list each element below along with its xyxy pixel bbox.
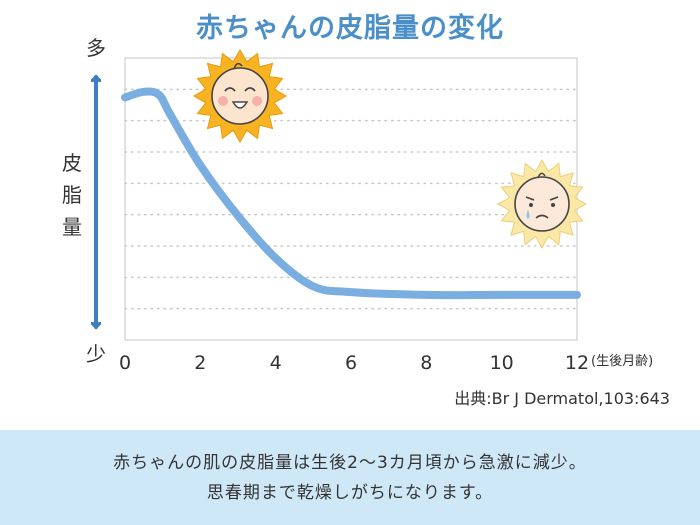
grid-lines bbox=[124, 88, 578, 310]
x-tick-label: 8 bbox=[420, 352, 432, 374]
x-axis-label: (生後月齢) bbox=[591, 354, 653, 369]
y-bottom-label: 少 bbox=[86, 342, 106, 366]
x-tick-label: 4 bbox=[270, 352, 282, 374]
x-tick-labels: 0 2 4 6 8 10 12 bbox=[119, 352, 589, 374]
page-title: 赤ちゃんの皮脂量の変化 bbox=[196, 13, 504, 44]
caption-line-1: 赤ちゃんの肌の皮脂量は生後2〜3カ月頃から急激に減少。 bbox=[113, 452, 587, 473]
x-tick-label: 6 bbox=[345, 352, 357, 374]
happy-baby-sun-icon bbox=[193, 49, 287, 143]
series-line bbox=[121, 87, 581, 300]
sebum-chart: 多 少 皮脂量 0 2 4 6 8 10 12 (生後月齢) bbox=[62, 36, 653, 374]
y-top-label: 多 bbox=[86, 36, 106, 60]
y-axis-label-char: 脂 bbox=[62, 183, 82, 207]
x-tick-label: 2 bbox=[194, 352, 206, 374]
source-citation: 出典:Br J Dermatol,103:643 bbox=[454, 389, 670, 408]
y-axis-label-char: 皮 bbox=[62, 151, 82, 175]
y-axis-label-char: 量 bbox=[62, 215, 82, 239]
caption-line-2: 思春期まで乾燥しがちになります。 bbox=[206, 482, 494, 503]
x-tick-label: 12 bbox=[565, 352, 589, 374]
x-tick-label: 0 bbox=[119, 352, 131, 374]
caption-banner: 赤ちゃんの肌の皮脂量は生後2〜3カ月頃から急激に減少。 思春期まで乾燥しがちにな… bbox=[0, 430, 700, 525]
x-tick-label: 10 bbox=[490, 352, 514, 374]
sad-baby-sun-icon bbox=[496, 158, 588, 250]
y-axis-label: 皮脂量 bbox=[62, 151, 82, 239]
